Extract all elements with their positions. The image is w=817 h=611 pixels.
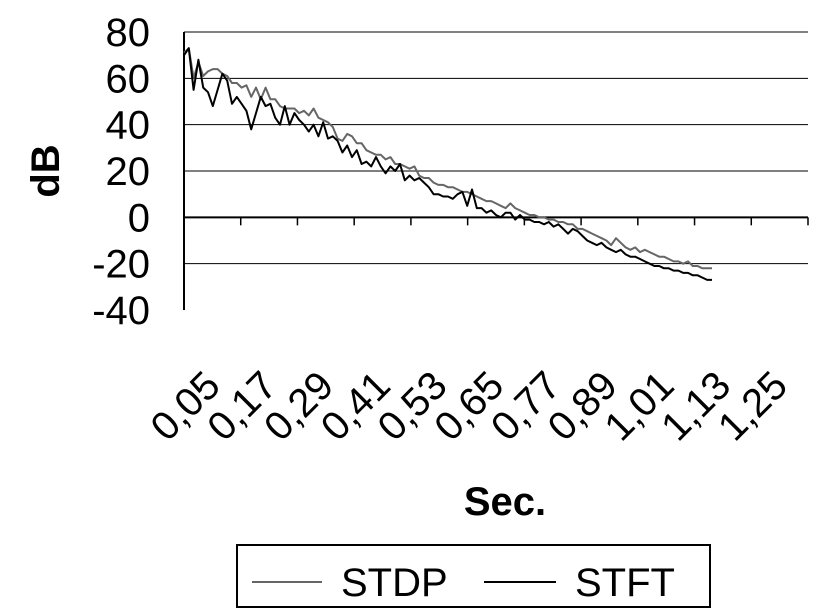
y-tick-label: 40 (106, 104, 151, 148)
y-tick-label: 20 (106, 150, 151, 194)
x-axis-title: Sec. (464, 480, 546, 524)
y-tick-label: 80 (106, 11, 151, 55)
legend-box (236, 544, 711, 608)
axes (183, 32, 809, 310)
legend-label-stft: STFT (575, 561, 675, 605)
series-lines (183, 47, 712, 281)
y-tick-label: 0 (128, 196, 150, 240)
plot-area (183, 31, 809, 310)
y-tick-label: 60 (106, 57, 151, 101)
series-line-stft (183, 47, 712, 281)
series-line-stdp (183, 47, 712, 270)
x-tick-labels: 0,050,170,290,410,530,650,770,891,011,13… (143, 363, 796, 449)
legend: STDP STFT (236, 544, 711, 608)
y-tick-label: -20 (92, 243, 150, 287)
y-tick-label: -40 (92, 289, 150, 333)
x-tick-label: 1,25 (710, 363, 796, 449)
gridlines (184, 31, 808, 265)
legend-label-stdp: STDP (341, 561, 448, 605)
y-axis-title: dB (24, 144, 68, 197)
